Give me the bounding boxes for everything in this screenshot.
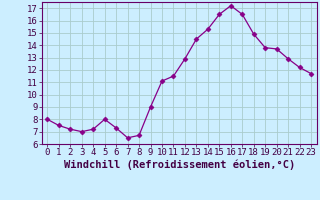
X-axis label: Windchill (Refroidissement éolien,°C): Windchill (Refroidissement éolien,°C) — [64, 160, 295, 170]
